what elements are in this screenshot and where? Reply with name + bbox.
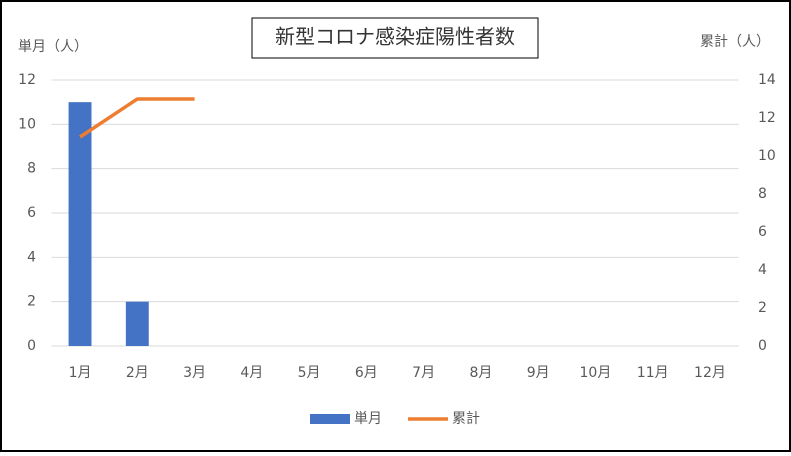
chart-title: 新型コロナ感染症陽性者数: [275, 25, 515, 49]
y2-tick-label: 6: [758, 224, 767, 240]
x-tick-label: 10月: [580, 365, 612, 381]
x-tick-label: 3月: [183, 365, 206, 381]
y2-tick-label: 10: [758, 148, 776, 164]
x-tick-label: 12月: [694, 365, 726, 381]
y-tick-label: 2: [27, 294, 36, 310]
title-box: [251, 17, 539, 59]
x-tick-label: 1月: [69, 365, 92, 381]
x-tick-label: 8月: [469, 365, 492, 381]
y-tick-label: 4: [27, 249, 36, 265]
x-tick-label: 7月: [412, 365, 435, 381]
y2-tick-label: 8: [758, 186, 767, 202]
y2-tick-label: 12: [758, 110, 776, 126]
line: [79, 97, 195, 139]
y-tick-label: 8: [27, 161, 36, 177]
x-tick-label: 9月: [527, 365, 550, 381]
x-tick-label: 2月: [126, 365, 149, 381]
x-tick-label: 6月: [355, 365, 378, 381]
y2-tick-label: 2: [758, 300, 767, 316]
legend-label: 累計: [452, 411, 480, 427]
bar: [125, 301, 149, 346]
y-tick-label: 0: [27, 338, 36, 354]
y-tick-label: 6: [27, 205, 36, 221]
legend-label: 単月: [354, 411, 382, 427]
legend-swatch: [310, 414, 350, 424]
x-tick-label: 5月: [298, 365, 321, 381]
y-tick-label: 12: [18, 72, 36, 88]
bar: [68, 102, 92, 347]
y2-tick-label: 0: [758, 338, 767, 354]
y2-tick-label: 14: [758, 72, 776, 88]
y2-tick-label: 4: [758, 262, 767, 278]
y-axis-title: 単月（人）: [18, 39, 88, 55]
x-tick-label: 4月: [240, 365, 263, 381]
x-tick-label: 11月: [637, 365, 669, 381]
y-tick-label: 10: [18, 116, 36, 132]
y2-axis-title: 累計（人）: [700, 34, 770, 50]
